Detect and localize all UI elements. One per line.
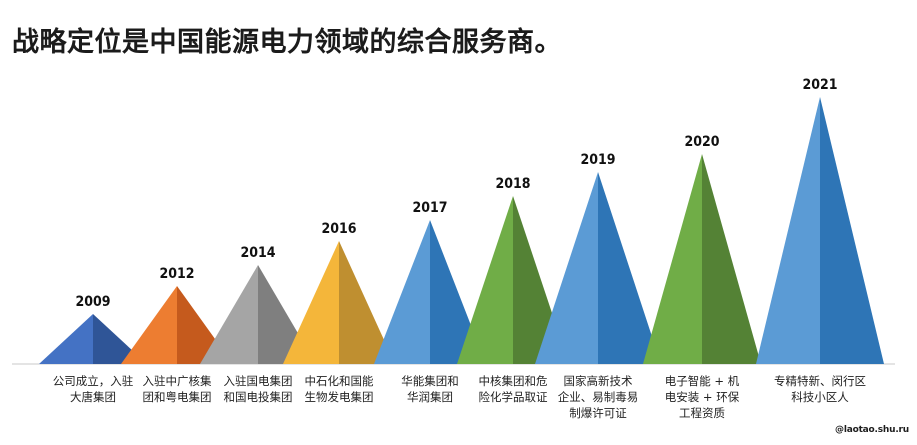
pyramid-face-right [339, 241, 395, 364]
milestone-year: 2020 [684, 134, 719, 150]
milestone-label: 专精特新、闵行区 科技小区人 [774, 374, 866, 404]
milestone-label: 公司成立，入驻 大唐集团 [52, 374, 134, 404]
milestone-label: 中核集团和危 险化学品取证 [478, 374, 548, 404]
pyramid-face-left [457, 196, 513, 364]
milestone-pyramid-2016: 2016 [283, 221, 395, 364]
milestone-pyramid-2020: 2020 [643, 134, 761, 364]
milestone-pyramid-2019: 2019 [535, 152, 661, 364]
milestone-label: 华能集团和 华润集团 [401, 374, 459, 404]
milestone-year: 2014 [240, 245, 275, 261]
pyramid-face-left [643, 154, 702, 364]
milestone-label: 中石化和国能 生物发电集团 [304, 374, 374, 404]
milestone-pyramid-2021: 2021 [756, 77, 884, 364]
pyramid-face-right [820, 97, 884, 364]
pyramid-face-left [374, 220, 430, 364]
milestone-year: 2012 [159, 266, 194, 282]
milestone-label: 国家高新技术 企业、易制毒易 制爆许可证 [557, 374, 639, 420]
milestone-year: 2018 [495, 176, 530, 192]
pyramid-face-left [283, 241, 339, 364]
pyramid-face-left [39, 314, 93, 364]
pyramid-face-left [200, 265, 258, 364]
milestone-label: 入驻国电集团 和国电投集团 [223, 374, 293, 404]
milestone-label: 电子智能 + 机 电安装 + 环保 工程资质 [664, 374, 740, 420]
pyramid-face-left [535, 172, 598, 364]
milestone-year: 2019 [580, 152, 615, 168]
milestone-year: 2017 [412, 200, 447, 216]
pyramid-face-right [702, 154, 761, 364]
pyramid-face-right [598, 172, 661, 364]
milestone-year: 2016 [321, 221, 356, 237]
watermark: @laotao.shu.ru [835, 425, 909, 435]
pyramid-face-left [756, 97, 820, 364]
milestone-year: 2021 [802, 77, 837, 93]
milestone-year: 2009 [75, 294, 110, 310]
pyramid-face-left [121, 286, 177, 364]
page-title: 战略定位是中国能源电力领域的综合服务商。 [12, 27, 562, 58]
milestone-label: 入驻中广核集 团和粤电集团 [142, 374, 212, 404]
